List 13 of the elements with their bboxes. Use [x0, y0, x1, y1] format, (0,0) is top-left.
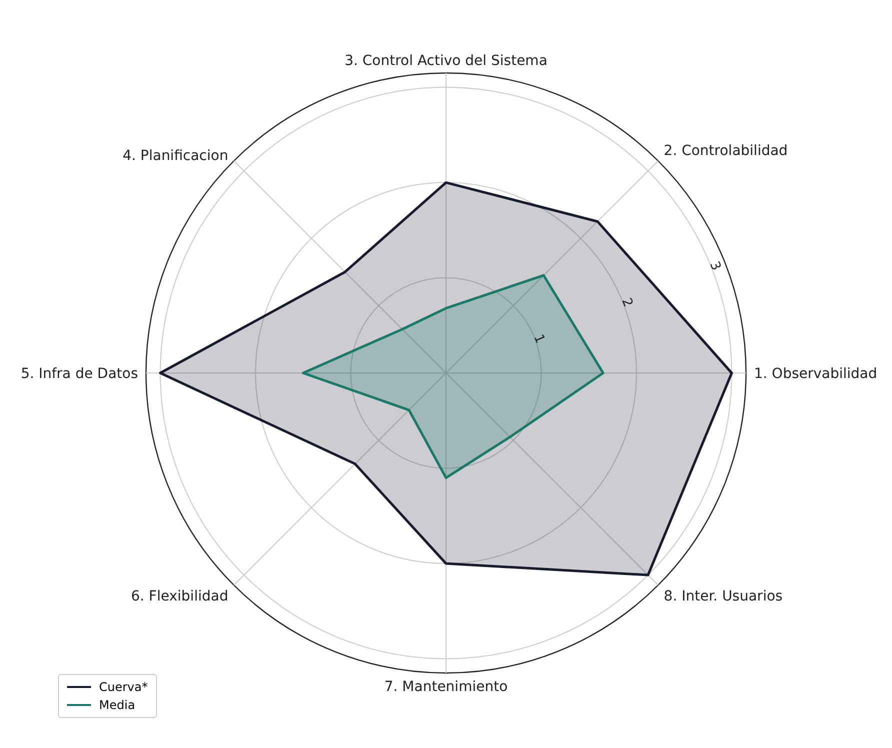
y-tick-label: 2 — [618, 296, 636, 310]
spoke-label: 6. Flexibilidad — [131, 588, 228, 605]
legend-label: Media — [99, 697, 136, 714]
spoke-label: 7. Mantenimiento — [384, 678, 508, 695]
spoke-label: 2. Controlabilidad — [664, 143, 788, 160]
y-tick-label: 3 — [706, 259, 724, 273]
y-tick-label: 1 — [530, 332, 548, 346]
spoke-label: 5. Infra de Datos — [20, 366, 138, 382]
spoke-label: 1. Observabilidad — [754, 366, 878, 382]
spoke-label: 3. Control Activo del Sistema — [344, 53, 548, 69]
spoke-label: 4. Planificacion — [122, 148, 228, 164]
spoke-label: 8. Inter. Usuarios — [664, 588, 783, 605]
legend-label: Cuerva* — [99, 679, 148, 696]
